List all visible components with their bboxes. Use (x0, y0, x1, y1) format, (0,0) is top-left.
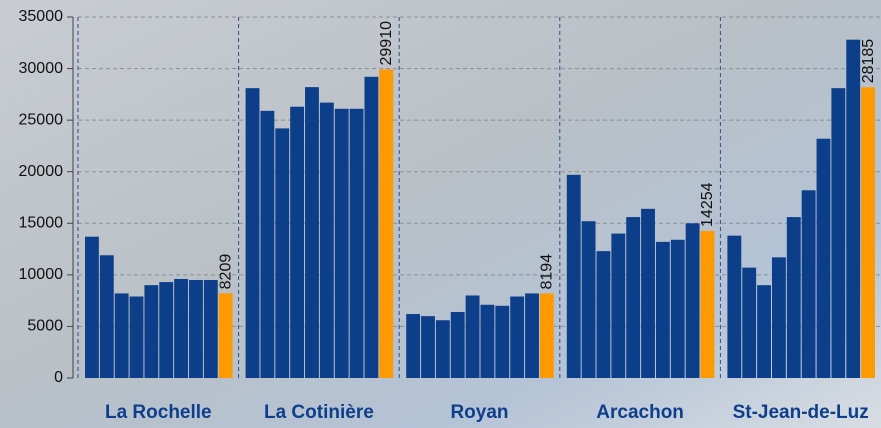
bar (641, 208, 655, 378)
bar (626, 217, 641, 378)
bar (334, 108, 349, 378)
bar (189, 280, 203, 378)
y-tick-label: 25000 (19, 111, 64, 128)
bar (129, 296, 144, 378)
bar (566, 174, 581, 378)
data-label: 8209 (217, 254, 234, 290)
bar (450, 311, 465, 378)
bar (85, 236, 99, 378)
bar (670, 239, 685, 378)
bar (495, 305, 510, 378)
bar (727, 235, 742, 378)
y-tick-label: 0 (54, 369, 63, 386)
y-tick-label: 15000 (19, 215, 64, 232)
bar (275, 128, 290, 378)
y-tick-label: 5000 (27, 318, 63, 335)
bar (831, 88, 846, 378)
bar (786, 217, 801, 378)
bar (700, 230, 715, 378)
bar (379, 69, 394, 378)
bar (465, 295, 480, 378)
bar (174, 278, 189, 378)
bar (159, 282, 174, 378)
bar (801, 190, 816, 378)
bar (218, 293, 233, 378)
bar (480, 304, 495, 378)
data-label: 29910 (378, 21, 395, 66)
y-tick-label: 10000 (19, 266, 64, 283)
bar (245, 88, 260, 378)
y-tick-label: 30000 (19, 60, 64, 77)
bar (319, 102, 334, 378)
bar (771, 257, 786, 378)
bar (655, 241, 670, 378)
x-tick-label: La Cotinière (264, 402, 374, 423)
bar (596, 251, 611, 378)
bar (364, 76, 379, 378)
bar (290, 106, 305, 378)
x-tick-label: St-Jean-de-Luz (733, 402, 869, 423)
bar (846, 39, 861, 378)
bar (99, 255, 114, 378)
x-tick-label: La Rochelle (105, 402, 212, 423)
data-label: 8194 (539, 254, 556, 290)
bar (539, 293, 554, 378)
bar (260, 110, 275, 379)
x-tick-label: Arcachon (596, 402, 684, 423)
bar (114, 293, 129, 378)
bar (510, 296, 525, 378)
x-tick-label: Royan (450, 402, 508, 423)
bar (144, 285, 159, 378)
bar (349, 108, 364, 378)
bar (525, 293, 539, 378)
y-tick-label: 20000 (19, 163, 64, 180)
bar (742, 267, 757, 378)
y-tick-label: 35000 (19, 8, 64, 25)
bar (581, 221, 596, 378)
bar (305, 87, 319, 378)
bar (203, 280, 218, 378)
bar (757, 285, 771, 378)
bar (435, 320, 450, 378)
bar (406, 314, 421, 378)
bar (685, 223, 700, 378)
bar (861, 87, 875, 378)
bar (421, 316, 435, 378)
data-label: 14254 (699, 182, 716, 227)
data-label: 28185 (860, 39, 877, 84)
bar (611, 233, 626, 378)
bar (816, 138, 831, 378)
